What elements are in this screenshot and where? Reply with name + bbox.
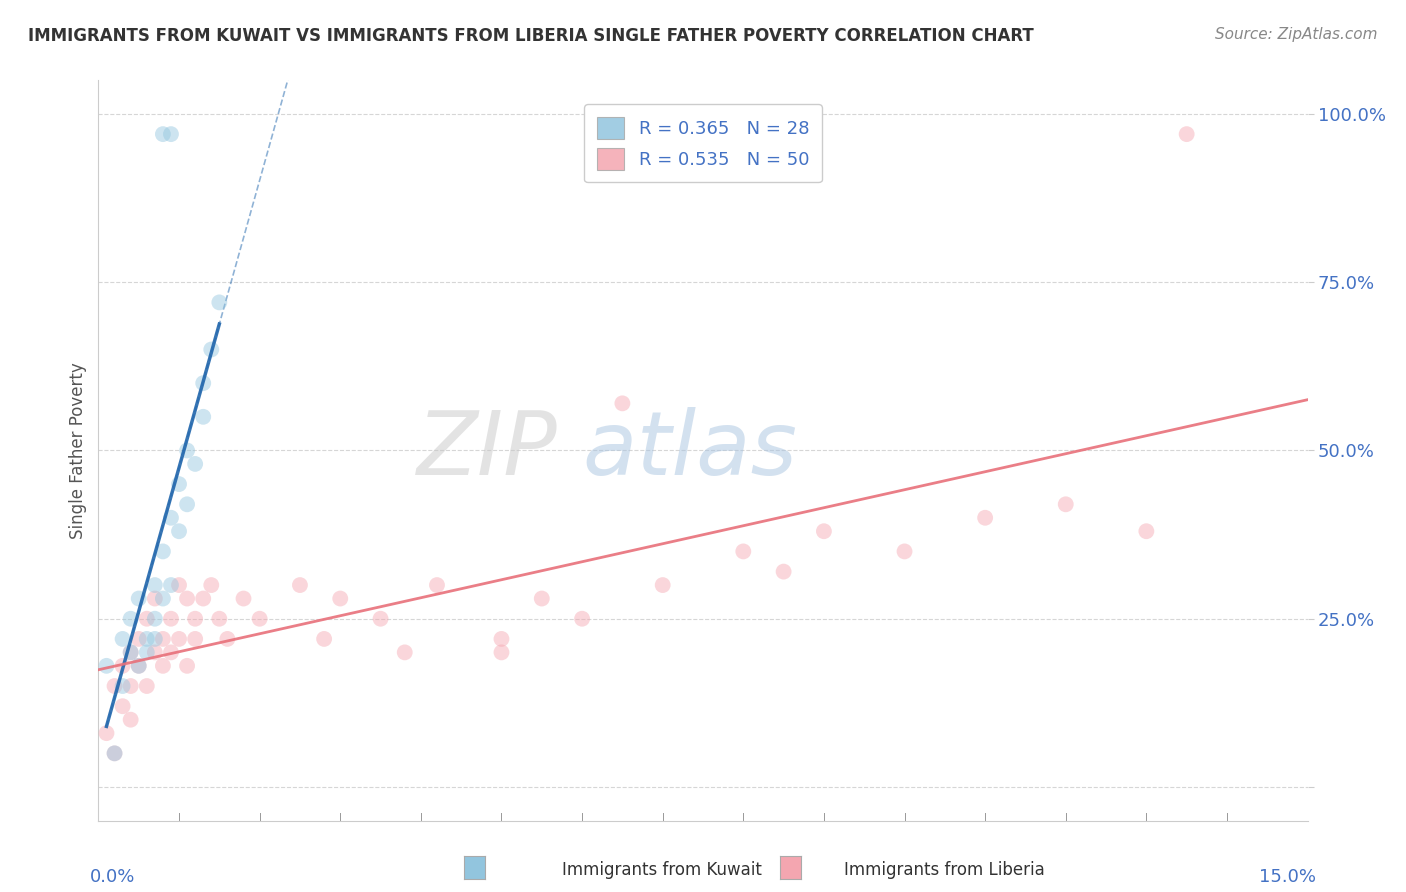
- Point: [143, 612, 166, 626]
- Point: [103, 679, 125, 693]
- Text: Immigrants from Kuwait: Immigrants from Kuwait: [562, 861, 762, 879]
- Point: [176, 591, 198, 606]
- Point: [184, 612, 207, 626]
- Text: 15.0%: 15.0%: [1258, 868, 1316, 886]
- Point: [152, 544, 174, 558]
- Legend: R = 0.365   N = 28, R = 0.535   N = 50: R = 0.365 N = 28, R = 0.535 N = 50: [585, 104, 821, 183]
- Point: [893, 544, 915, 558]
- Point: [143, 632, 166, 646]
- Point: [111, 658, 134, 673]
- Point: [152, 591, 174, 606]
- Point: [128, 658, 150, 673]
- Point: [491, 632, 513, 646]
- Point: [120, 645, 142, 659]
- Point: [426, 578, 449, 592]
- Point: [120, 679, 142, 693]
- Point: [200, 343, 222, 357]
- Point: [103, 747, 125, 761]
- Point: [217, 632, 239, 646]
- Point: [530, 591, 553, 606]
- Point: [208, 612, 231, 626]
- Point: [813, 524, 835, 539]
- Point: [167, 632, 190, 646]
- Point: [314, 632, 336, 646]
- Point: [176, 658, 198, 673]
- Point: [1175, 127, 1198, 141]
- Point: [111, 632, 134, 646]
- Point: [370, 612, 392, 626]
- Point: [1054, 497, 1077, 511]
- Point: [160, 612, 183, 626]
- Point: [128, 658, 150, 673]
- Point: [208, 295, 231, 310]
- Point: [152, 658, 174, 673]
- Point: [733, 544, 755, 558]
- Point: [128, 591, 150, 606]
- Point: [135, 679, 157, 693]
- Point: [96, 726, 118, 740]
- Point: [135, 645, 157, 659]
- Point: [120, 713, 142, 727]
- Point: [167, 477, 190, 491]
- Point: [96, 658, 118, 673]
- Text: atlas: atlas: [582, 408, 797, 493]
- Point: [193, 591, 215, 606]
- Point: [160, 578, 183, 592]
- Y-axis label: Single Father Poverty: Single Father Poverty: [69, 362, 87, 539]
- Point: [167, 578, 190, 592]
- Point: [135, 612, 157, 626]
- Point: [193, 409, 215, 424]
- Point: [111, 699, 134, 714]
- Point: [160, 645, 183, 659]
- Text: ZIP: ZIP: [418, 408, 558, 493]
- Point: [232, 591, 254, 606]
- Point: [143, 578, 166, 592]
- Point: [143, 645, 166, 659]
- Point: [152, 127, 174, 141]
- Point: [103, 747, 125, 761]
- Text: Source: ZipAtlas.com: Source: ZipAtlas.com: [1215, 27, 1378, 42]
- Point: [288, 578, 311, 592]
- Point: [1135, 524, 1157, 539]
- Point: [491, 645, 513, 659]
- Point: [176, 443, 198, 458]
- Text: Immigrants from Liberia: Immigrants from Liberia: [844, 861, 1045, 879]
- Point: [974, 510, 997, 524]
- Point: [184, 632, 207, 646]
- Point: [111, 679, 134, 693]
- Point: [160, 127, 183, 141]
- Point: [394, 645, 416, 659]
- Text: IMMIGRANTS FROM KUWAIT VS IMMIGRANTS FROM LIBERIA SINGLE FATHER POVERTY CORRELAT: IMMIGRANTS FROM KUWAIT VS IMMIGRANTS FRO…: [28, 27, 1033, 45]
- Point: [193, 376, 215, 391]
- Point: [160, 510, 183, 524]
- Point: [184, 457, 207, 471]
- Point: [135, 632, 157, 646]
- Point: [143, 591, 166, 606]
- Point: [128, 632, 150, 646]
- Point: [571, 612, 593, 626]
- Point: [651, 578, 673, 592]
- Point: [200, 578, 222, 592]
- Point: [176, 497, 198, 511]
- Point: [329, 591, 352, 606]
- Point: [152, 632, 174, 646]
- Point: [167, 524, 190, 539]
- Point: [249, 612, 271, 626]
- Point: [120, 645, 142, 659]
- Point: [120, 612, 142, 626]
- Text: 0.0%: 0.0%: [90, 868, 136, 886]
- Point: [612, 396, 634, 410]
- Point: [772, 565, 794, 579]
